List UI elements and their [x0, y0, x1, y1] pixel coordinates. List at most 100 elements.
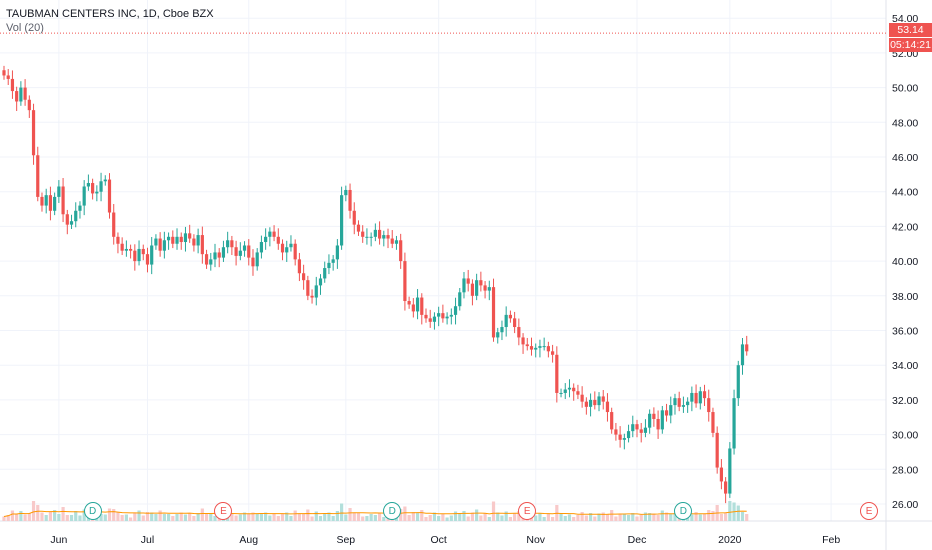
volume-bar — [280, 513, 285, 521]
earnings-marker-icon[interactable]: E — [214, 502, 233, 520]
volume-bar — [335, 511, 339, 521]
volume-bar — [466, 516, 470, 521]
x-tick-label: Jun — [50, 534, 67, 546]
volume-bar — [285, 512, 289, 521]
volume-bar — [449, 515, 453, 521]
candle-body — [331, 259, 335, 263]
volume-bar — [369, 514, 373, 521]
volume-ma-line — [3, 510, 747, 517]
volume-bar — [377, 512, 382, 521]
candle-body — [200, 235, 204, 255]
candle-body — [373, 229, 377, 237]
candle-body — [158, 238, 162, 251]
volume-bar — [107, 508, 112, 521]
volume-bar — [48, 511, 53, 521]
candle-body — [504, 314, 508, 328]
candle-body — [44, 195, 48, 206]
volume-bar — [297, 514, 301, 521]
x-tick-label: Dec — [628, 534, 647, 546]
candle-body — [247, 245, 251, 258]
volume-bar — [188, 513, 192, 521]
candle-body — [534, 347, 538, 350]
candle-body — [521, 337, 525, 345]
candle-body — [428, 318, 432, 322]
candle-body — [377, 229, 382, 239]
volume-bar — [356, 513, 361, 521]
candle-body — [226, 240, 230, 248]
volume-bar — [289, 516, 293, 521]
candle-body — [36, 155, 40, 197]
earnings-marker-icon[interactable]: E — [518, 502, 537, 520]
volume-bar — [437, 516, 441, 521]
candle-body — [551, 351, 555, 355]
volume-bar — [635, 516, 639, 521]
candle-body — [221, 247, 226, 258]
dividend-marker-icon[interactable]: D — [383, 502, 402, 520]
volume-bar — [724, 512, 728, 521]
volume-bar — [470, 512, 475, 521]
candle-body — [500, 327, 504, 333]
volume-bar — [652, 513, 656, 521]
volume-bar — [483, 513, 487, 521]
volume-bar — [491, 501, 496, 521]
bar-countdown-label: 05:14:21 — [889, 38, 932, 52]
candle-body — [517, 327, 521, 338]
candle-body — [567, 387, 572, 390]
volume-bar — [622, 513, 626, 521]
candle-body — [707, 398, 711, 413]
volume-bar — [314, 511, 318, 521]
volume-bar — [276, 516, 280, 521]
candle-body — [238, 250, 242, 256]
y-tick-label: 44.00 — [892, 187, 918, 199]
volume-bar — [584, 515, 588, 521]
candle-body — [57, 186, 61, 197]
candle-body — [314, 285, 318, 298]
candle-body — [559, 392, 563, 394]
volume-bar — [200, 508, 204, 521]
volume-bar — [36, 505, 40, 521]
candle-body — [27, 99, 31, 111]
candle-body — [483, 285, 487, 291]
volume-bar — [529, 517, 534, 521]
candle-body — [580, 394, 584, 402]
volume-bar — [496, 512, 500, 521]
candle-body — [462, 278, 466, 293]
candle-body — [656, 418, 660, 430]
volume-bar — [344, 514, 348, 521]
candle-body — [677, 398, 681, 407]
volume-bar — [669, 514, 673, 521]
candle-body — [631, 424, 635, 432]
volume-bar — [508, 517, 512, 521]
candle-body — [652, 413, 656, 419]
volume-bar — [145, 512, 150, 521]
volume-bar — [736, 505, 740, 521]
volume-bar — [234, 515, 238, 521]
candle-body — [415, 297, 420, 312]
candle-body — [664, 410, 669, 416]
volume-bar — [542, 517, 546, 521]
candle-body — [673, 398, 677, 406]
candle-body — [386, 235, 390, 239]
volume-bar — [420, 510, 424, 521]
candle-body — [475, 280, 479, 296]
candle-body — [542, 346, 546, 348]
candle-body — [124, 248, 128, 251]
candle-body — [394, 240, 399, 244]
volume-bar — [576, 515, 580, 521]
volume-bar — [23, 514, 27, 521]
candle-body — [69, 221, 74, 225]
candle-body — [437, 313, 441, 317]
y-tick-label: 34.00 — [892, 360, 918, 372]
dividend-marker-icon[interactable]: D — [674, 502, 693, 520]
candle-body — [217, 252, 221, 258]
volume-bar — [141, 515, 145, 521]
dividend-marker-icon[interactable]: D — [83, 502, 102, 520]
candle-body — [546, 346, 550, 352]
candle-body — [112, 212, 116, 237]
earnings-marker-icon[interactable]: E — [860, 502, 879, 520]
candle-body — [538, 346, 542, 348]
candle-body — [660, 410, 664, 430]
candle-body — [242, 245, 247, 251]
candle-body — [496, 332, 500, 338]
